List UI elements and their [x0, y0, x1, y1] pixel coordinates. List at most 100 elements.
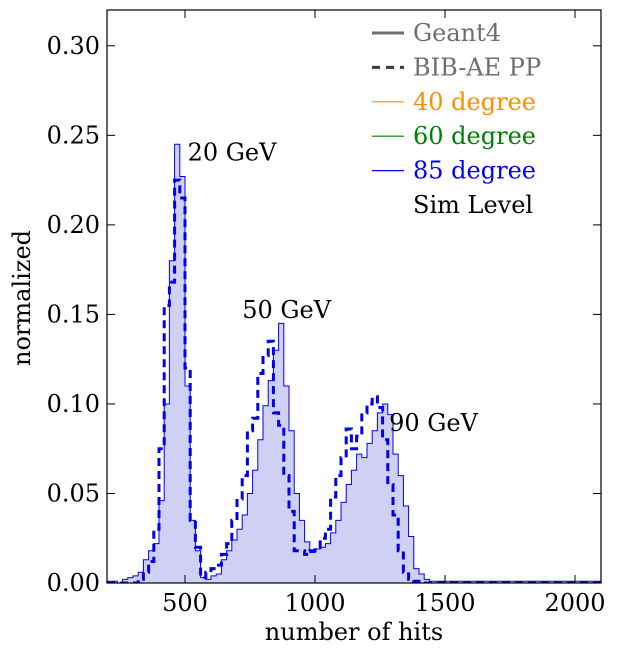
- y-tick-label: 0.00: [47, 569, 100, 597]
- geant4-bar: [585, 581, 591, 583]
- geant4-bar: [159, 500, 165, 583]
- geant4-bar: [325, 543, 331, 583]
- x-tick-label: 1000: [284, 589, 345, 617]
- geant4-bar: [185, 386, 191, 583]
- x-tick-label: 2000: [544, 589, 605, 617]
- x-tick-label: 1500: [414, 589, 475, 617]
- geant4-bar: [523, 581, 529, 583]
- y-tick-label: 0.25: [47, 121, 100, 149]
- geant4-bar: [190, 520, 196, 583]
- geant4-bar: [497, 581, 503, 583]
- peak-annotation: 50 GeV: [242, 296, 332, 324]
- geant4-bar: [455, 581, 461, 583]
- geant4-bar: [372, 430, 378, 583]
- geant4-bar: [294, 493, 300, 583]
- geant4-bar: [429, 581, 435, 583]
- y-tick-label: 0.05: [47, 479, 100, 507]
- series-group: [107, 143, 601, 583]
- geant4-bar: [127, 577, 134, 583]
- legend-label: 60 degree: [413, 122, 536, 150]
- geant4-bar: [361, 457, 368, 583]
- geant4-bar: [273, 350, 279, 583]
- y-tick-label: 0.10: [47, 390, 100, 418]
- geant4-bar: [533, 581, 539, 583]
- geant4-bar: [133, 575, 139, 583]
- geant4-bar: [283, 386, 290, 583]
- x-axis-label: number of hits: [265, 618, 443, 646]
- geant4-bar: [403, 506, 409, 583]
- geant4-bar: [346, 484, 352, 583]
- geant4-bar: [471, 581, 477, 583]
- geant4-bar: [247, 493, 253, 583]
- legend-label: 40 degree: [413, 88, 536, 116]
- peak-annotation: 90 GeV: [389, 409, 479, 437]
- geant4-bar: [205, 579, 212, 583]
- plot-frame: [106, 9, 602, 584]
- geant4-bar: [309, 552, 316, 583]
- geant4-bar: [549, 581, 555, 583]
- geant4-bar: [424, 579, 430, 583]
- legend-label: Geant4: [413, 19, 501, 47]
- geant4-outline: [107, 143, 601, 583]
- geant4-bar: [481, 581, 487, 583]
- y-tick-label: 0.30: [47, 32, 100, 60]
- geant4-bar: [211, 575, 217, 583]
- geant4-bar: [226, 550, 233, 583]
- geant4-bar: [367, 443, 373, 583]
- geant4-bar: [575, 581, 581, 583]
- geant4-bar: [200, 577, 207, 583]
- series-geant4: [107, 143, 601, 583]
- geant4-bar: [237, 529, 243, 583]
- geant4-bar: [341, 502, 347, 583]
- geant4-bar: [377, 412, 383, 583]
- geant4-bar: [304, 541, 311, 583]
- y-axis-label: normalized: [8, 230, 36, 366]
- geant4-bar: [231, 540, 238, 583]
- y-tick-label: 0.15: [47, 300, 100, 328]
- geant4-bar: [138, 572, 144, 583]
- geant4-bar: [387, 414, 394, 583]
- geant4-bar: [289, 430, 295, 583]
- legend-label: Sim Level: [413, 191, 533, 219]
- geant4-bar: [393, 454, 399, 583]
- geant4-bar: [221, 559, 227, 583]
- geant4-bar: [382, 403, 389, 583]
- legend: Geant4 BIB-AE PP 40 degree 60 degree 85 degr…: [372, 19, 541, 219]
- geant4-bar: [330, 532, 337, 583]
- x-tick-label: 500: [162, 589, 208, 617]
- geant4-bar: [148, 550, 155, 583]
- geant4-bar: [335, 520, 342, 583]
- legend-label: BIB-AE PP: [413, 53, 541, 81]
- legend-label: 85 degree: [413, 157, 536, 185]
- geant4-bar: [351, 470, 357, 583]
- geant4-bar: [169, 260, 175, 583]
- geant4-bar: [268, 380, 274, 583]
- geant4-bar: [278, 323, 285, 583]
- axes: 500 1000 1500 2000 0.00 0.05 0.10 0.15 0.20 0.25 0…: [47, 9, 606, 617]
- geant4-bar: [242, 514, 248, 583]
- plot-area: [107, 143, 601, 583]
- geant4-bar: [507, 581, 513, 583]
- geant4-bar: [408, 536, 415, 583]
- geant4-bar: [153, 543, 160, 583]
- geant4-bar: [179, 176, 186, 583]
- geant4-bar: [419, 574, 425, 583]
- geant4-bar: [263, 405, 269, 583]
- geant4-bar: [445, 581, 451, 583]
- peak-annotation: 20 GeV: [188, 138, 278, 166]
- annotations: 20 GeV 50 GeV 90 GeV: [188, 138, 479, 436]
- geant4-bar: [143, 559, 149, 583]
- geant4-bar: [257, 439, 264, 583]
- geant4-bar: [195, 550, 201, 583]
- geant4-bar: [315, 548, 321, 583]
- geant4-bar: [356, 454, 363, 583]
- geant4-bar: [216, 574, 222, 583]
- geant4-bar: [320, 547, 326, 583]
- geant4-bar: [413, 568, 420, 583]
- geant4-bar: [122, 579, 129, 583]
- bibae-line: [107, 178, 601, 583]
- geant4-bar: [559, 581, 565, 583]
- geant4-bar: [398, 475, 404, 583]
- geant4-bar: [252, 470, 259, 583]
